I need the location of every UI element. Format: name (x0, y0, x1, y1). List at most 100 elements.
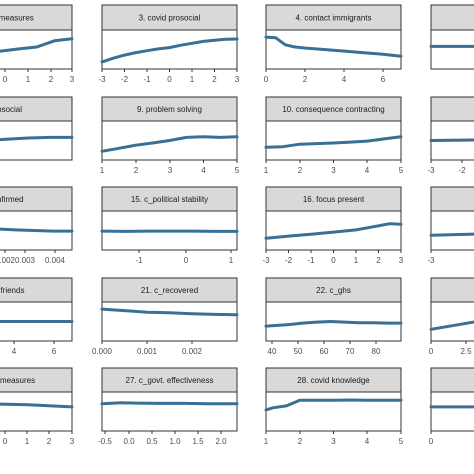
facet-strip (265, 96, 402, 122)
x-tick-label: 4 (12, 347, 17, 356)
facet-title: 4. contact immigrants (295, 14, 371, 23)
facet-panel: 15. c_political stability -1 0 1 (100, 186, 239, 265)
facet-title: rictive measures (0, 376, 35, 385)
x-tick-label: 0.002 (0, 256, 16, 265)
facet-title: 16. focus present (303, 195, 365, 204)
facet-panel: 1-3-2 (427, 96, 474, 175)
x-tick-label: 0.003 (15, 256, 36, 265)
facet-panel: ictive measures 0 1 2 3 (0, 4, 75, 84)
dependence-line (429, 320, 474, 331)
facet-strip (101, 277, 238, 303)
dependence-line (429, 232, 474, 237)
facet-panel: rictive measures 0 1 2 3 (0, 367, 75, 446)
facet-strip (0, 4, 73, 31)
x-tick-label: 6 (381, 75, 386, 84)
plot-area (101, 29, 238, 70)
facet-panel: 10. consequence contracting 1 2 3 4 5 (264, 96, 404, 175)
x-tick-label: 3 (331, 437, 336, 446)
x-tick-label: 4 (365, 166, 370, 175)
x-tick-label: 0.001 (137, 347, 158, 356)
x-tick-label: -2 (285, 256, 293, 265)
x-tick-label: 0.002 (182, 347, 203, 356)
plot-area (0, 391, 73, 432)
x-tick-label: 2.5 (460, 347, 472, 356)
facet-strip (101, 186, 238, 212)
facet-panel: 5. (429, 4, 474, 70)
x-tick-label: 3 (70, 437, 75, 446)
x-tick-label: 2 (376, 256, 381, 265)
x-tick-label: 2.0 (215, 437, 227, 446)
x-tick-label: 1 (229, 256, 234, 265)
plot-area (430, 301, 474, 342)
facet-strip (0, 96, 73, 122)
facet-strip (0, 367, 73, 393)
x-tick-label: 50 (294, 347, 303, 356)
x-tick-label: 3 (70, 75, 75, 84)
dependence-line (264, 35, 403, 58)
x-tick-label: 4 (201, 166, 206, 175)
x-tick-label: 4 (365, 437, 370, 446)
facet-panel: act friends 4 6 (0, 277, 74, 356)
facet-panel: 3. covid prosocial -3 -2 -1 0 1 2 3 (98, 4, 240, 84)
x-tick-label: 0 (184, 256, 189, 265)
plot-area (0, 120, 73, 161)
facet-panel: 1-3 (427, 186, 474, 265)
x-tick-label: 0 (3, 75, 8, 84)
x-tick-label: 2 (298, 166, 303, 175)
x-tick-label: -1 (143, 75, 151, 84)
x-tick-label: 1 (190, 75, 195, 84)
x-tick-label: 80 (372, 347, 381, 356)
x-tick-label: 5 (399, 437, 404, 446)
dependence-line (429, 138, 474, 142)
x-tick-label: 2 (134, 166, 139, 175)
x-tick-label: 2 (49, 75, 54, 84)
x-tick-label: 6 (52, 347, 57, 356)
dependence-line (100, 37, 239, 64)
x-tick-label: 1.0 (169, 437, 181, 446)
facet-panel: 4. contact immigrants 0 2 4 6 (264, 4, 403, 84)
facet-panel: prosocial (0, 96, 74, 161)
x-tick-label: 2 (47, 437, 52, 446)
x-tick-label: 0 (264, 75, 269, 84)
facet-title: confirmed (0, 195, 24, 204)
x-tick-label: 0.0 (123, 437, 135, 446)
x-tick-label: 1 (26, 75, 31, 84)
x-tick-label: 0.004 (45, 256, 66, 265)
plot-area (265, 391, 402, 432)
x-tick-label: -3 (427, 166, 435, 175)
x-tick-label: 0 (429, 347, 434, 356)
facet-title: 10. consequence contracting (282, 105, 384, 114)
dependence-line (100, 135, 239, 153)
dependence-line (264, 320, 403, 328)
x-tick-label: 3 (331, 166, 336, 175)
dependence-line (0, 135, 74, 142)
x-tick-label: 3 (399, 256, 404, 265)
facet-title: 27. c_govt. effectiveness (126, 376, 214, 385)
facet-strip (430, 367, 474, 393)
x-tick-label: 2 (303, 75, 308, 84)
facet-title: 28. covid knowledge (297, 376, 370, 385)
facet-title: prosocial (0, 105, 22, 114)
x-tick-label: 0.5 (146, 437, 158, 446)
facet-strip (265, 186, 402, 212)
facet-title: 22. c_ghs (316, 286, 351, 295)
x-tick-label: 5 (399, 166, 404, 175)
x-tick-label: 70 (346, 347, 355, 356)
plot-area (430, 210, 474, 251)
x-tick-label: 1 (100, 166, 105, 175)
x-tick-label: 0 (429, 437, 434, 446)
x-tick-label: 40 (268, 347, 277, 356)
dependence-line (264, 135, 403, 149)
facet-panel: 22. c_ghs 40 50 60 70 80 (264, 277, 403, 356)
facet-panel: 28. covid knowledge 1 2 3 4 5 (264, 367, 404, 446)
facet-panel: 202.5 (429, 277, 474, 356)
facet-title: 15. c_political stability (131, 195, 208, 204)
facet-title: 9. problem solving (137, 105, 202, 114)
x-tick-label: -3 (427, 256, 435, 265)
facet-panel: 290 (429, 367, 474, 446)
facet-strip (430, 186, 474, 212)
facet-title: act friends (0, 286, 24, 295)
x-tick-label: 1 (354, 256, 359, 265)
